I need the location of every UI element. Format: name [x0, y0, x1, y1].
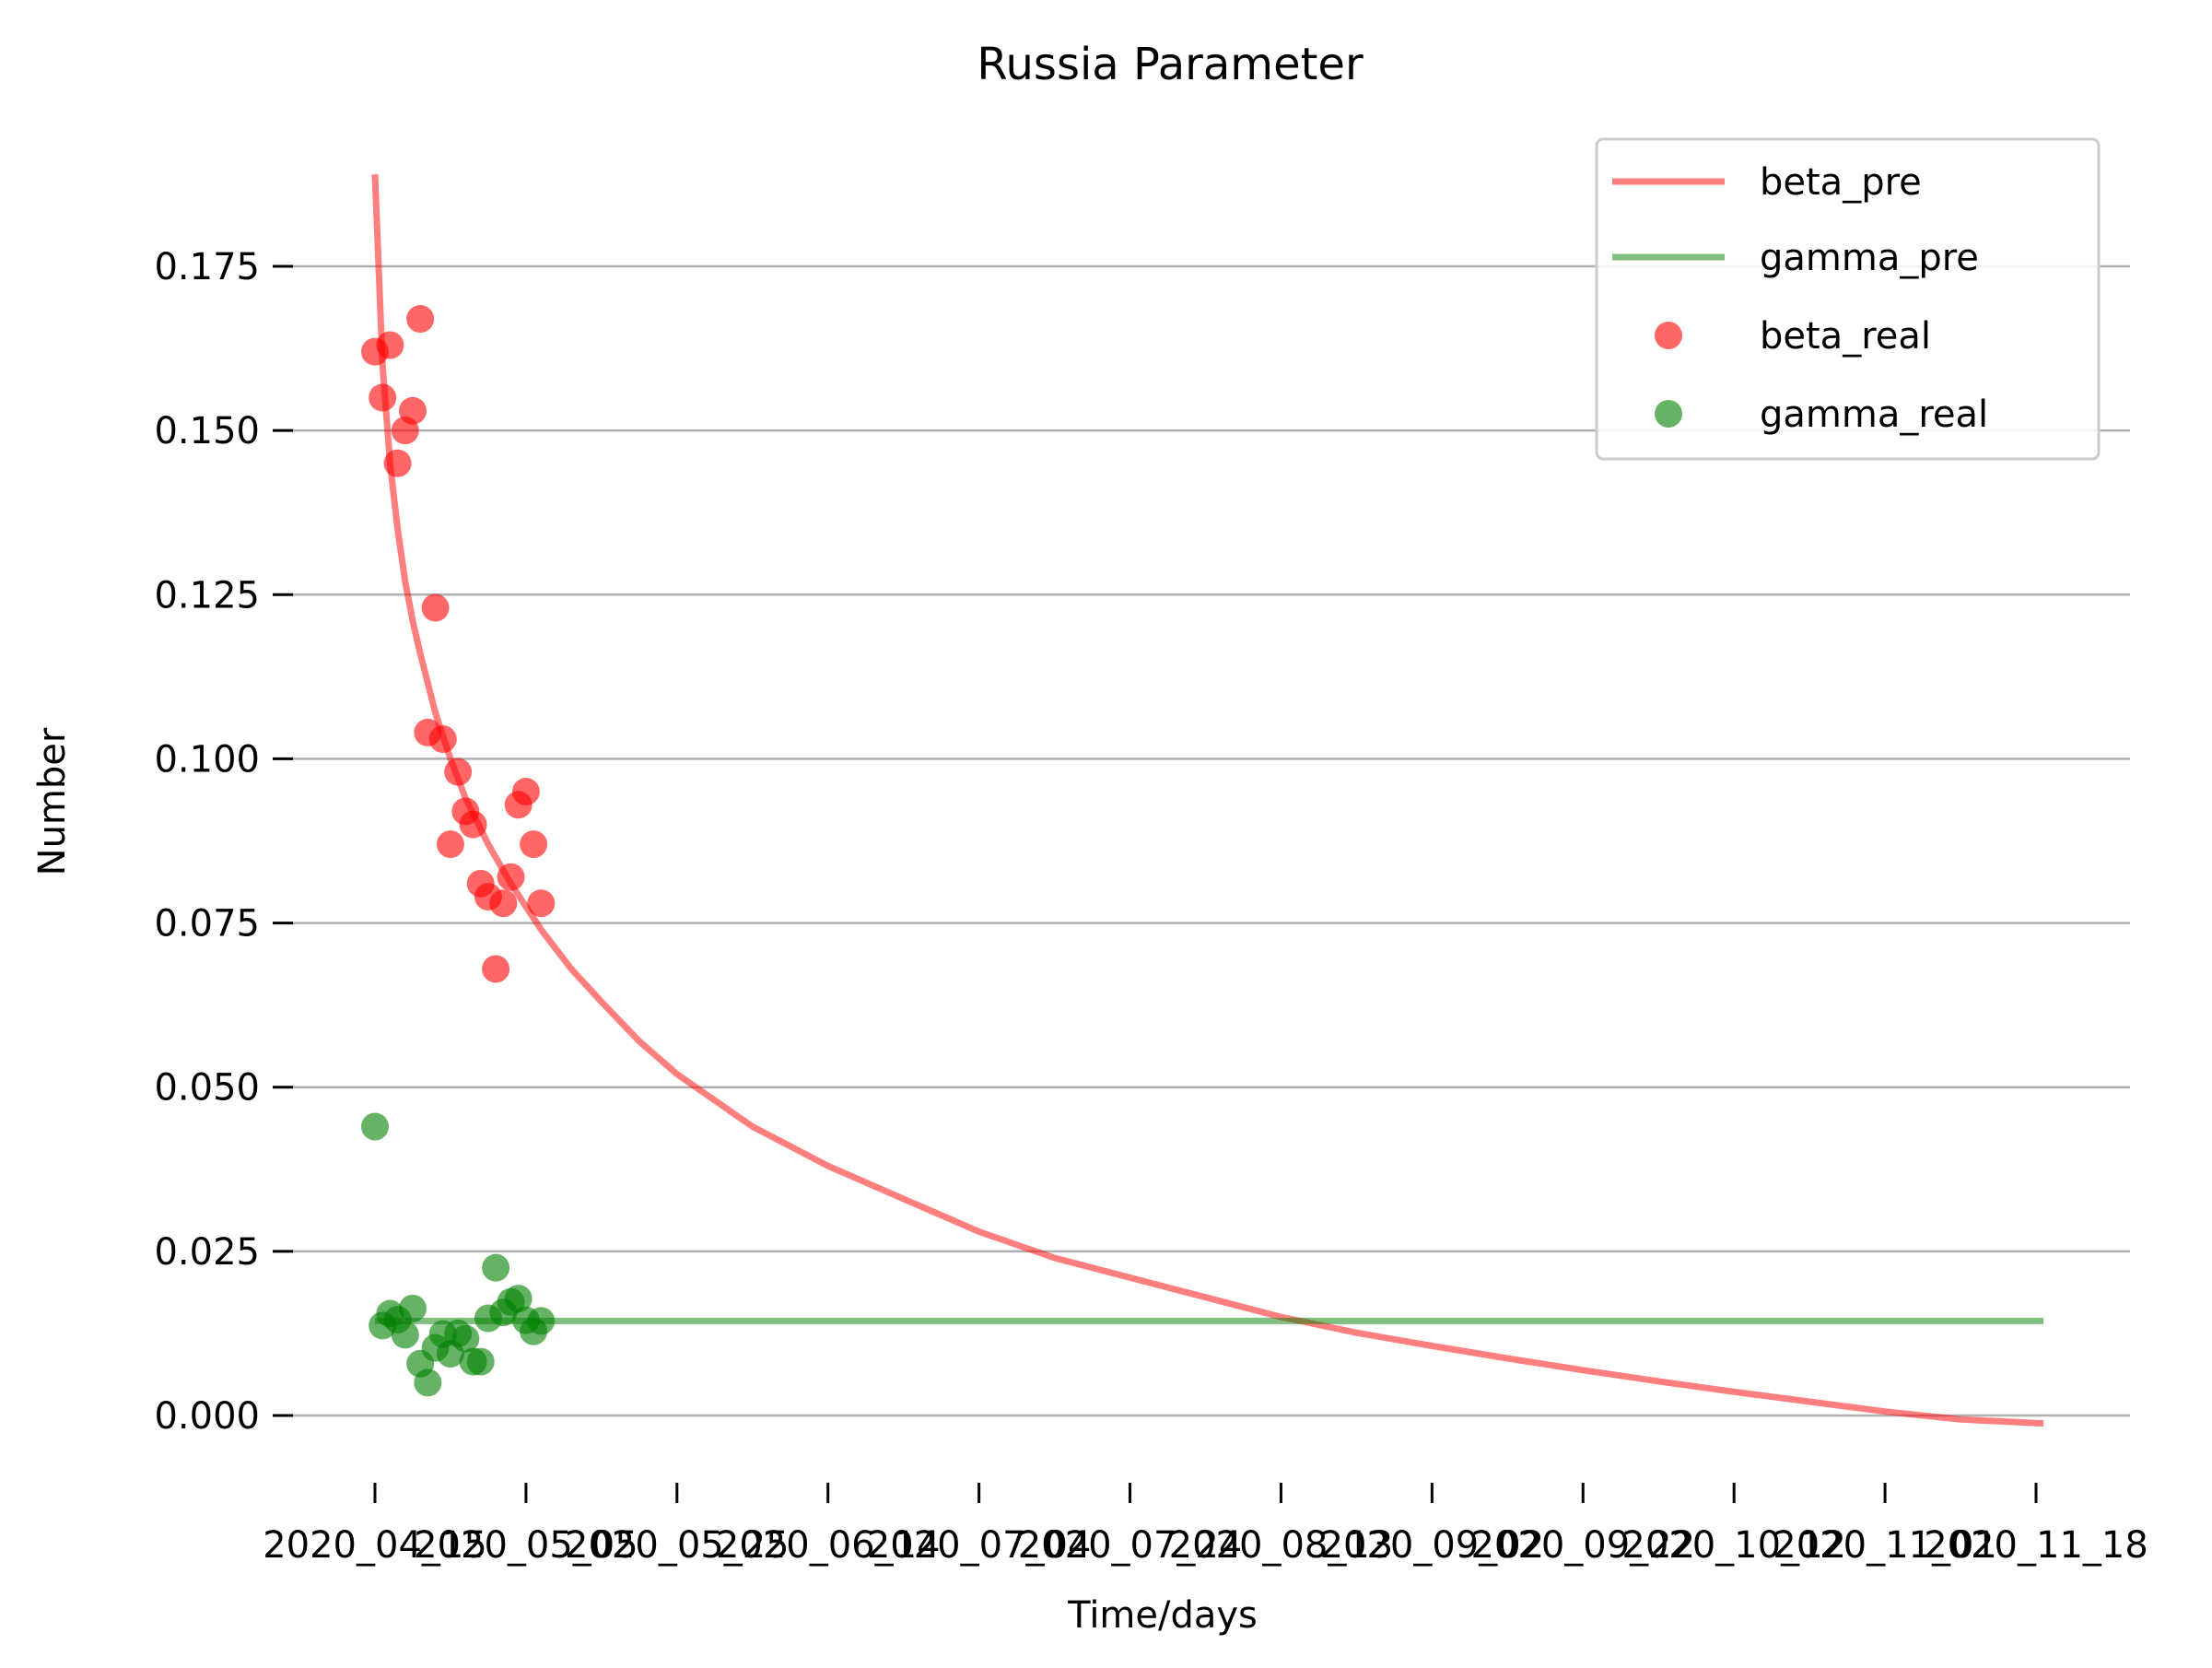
point-beta-real	[376, 331, 404, 359]
series-line-beta-pre	[371, 174, 2044, 1427]
x-tick-label: 2020_08_13	[1169, 1524, 1394, 1567]
y-tick-label: 0.150	[154, 410, 260, 452]
y-axis: 0.000 0.025 0.050 0.075 0.100 0.125 0.150 0.175	[154, 246, 293, 1438]
point-beta-real	[398, 396, 427, 425]
point-beta-real	[520, 830, 548, 859]
x-axis: 2020_04_152020_05_052020_05_252020_06_14…	[263, 1483, 2148, 1567]
point-beta-real	[511, 778, 540, 806]
y-tick-label: 0.000	[154, 1395, 260, 1438]
x-tick-label: 2020_07_24	[1018, 1524, 1243, 1567]
point-gamma-real	[451, 1324, 480, 1353]
x-tick-label: 2020_11_01	[1773, 1524, 1997, 1567]
y-tick-label: 0.100	[154, 738, 260, 781]
legend-label-beta-real: beta_real	[1760, 315, 1931, 358]
point-gamma-real	[504, 1285, 533, 1313]
point-beta-real	[497, 863, 525, 891]
point-beta-real	[421, 593, 450, 622]
point-gamma-real	[466, 1347, 495, 1376]
x-tick-label: 2020_09_02	[1320, 1524, 1545, 1567]
legend-swatch-beta-real	[1655, 322, 1682, 349]
point-gamma-real	[398, 1294, 427, 1322]
x-tick-label: 2020_07_04	[867, 1524, 1092, 1567]
legend-swatch-gamma-real	[1655, 400, 1682, 428]
point-gamma-real	[361, 1112, 389, 1141]
x-axis-label: Time/days	[1067, 1594, 1258, 1637]
chart-title: Russia Parameter	[977, 39, 1363, 90]
x-tick-label: 2020_05_25	[565, 1524, 790, 1567]
y-tick-label: 0.075	[154, 903, 260, 946]
point-gamma-real	[391, 1321, 419, 1349]
legend: beta_pre gamma_pre beta_real gamma_real	[1595, 137, 2101, 461]
x-tick-label: 2020_06_14	[716, 1524, 941, 1567]
point-gamma-real	[414, 1368, 442, 1397]
point-beta-real	[383, 449, 412, 477]
legend-frame	[1595, 137, 2101, 461]
y-tick-label: 0.050	[154, 1067, 260, 1110]
point-beta-real	[369, 383, 397, 412]
legend-label-gamma-real: gamma_real	[1760, 394, 1988, 436]
point-gamma-real	[482, 1253, 510, 1282]
y-axis-label: Number	[31, 727, 74, 875]
point-gamma-real	[527, 1307, 556, 1335]
plot-series	[361, 174, 2044, 1427]
y-tick-label: 0.175	[154, 246, 260, 288]
point-beta-real	[444, 758, 473, 786]
legend-label-beta-pre: beta_pre	[1760, 161, 1922, 204]
point-beta-real	[459, 810, 487, 839]
point-beta-real	[527, 889, 556, 918]
point-beta-real	[436, 830, 464, 859]
point-beta-real	[406, 305, 435, 334]
point-beta-real	[489, 889, 518, 918]
y-tick-label: 0.125	[154, 574, 260, 617]
x-tick-label: 2020_09_22	[1470, 1524, 1695, 1567]
legend-label-gamma-pre: gamma_pre	[1760, 237, 1979, 279]
x-tick-label: 2020_10_12	[1621, 1524, 1846, 1567]
y-tick-label: 0.025	[154, 1231, 260, 1274]
point-beta-real	[482, 955, 510, 983]
x-tick-label: 2020_04_15	[263, 1524, 487, 1567]
x-tick-label: 2020_11_18	[1924, 1524, 2148, 1567]
x-tick-label: 2020_05_05	[414, 1524, 638, 1567]
point-beta-real	[428, 725, 457, 754]
